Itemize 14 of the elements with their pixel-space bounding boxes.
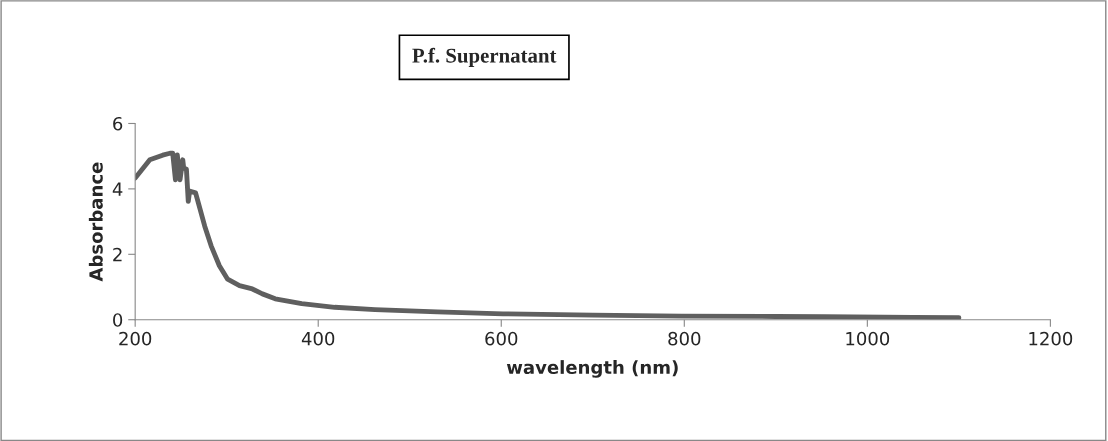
y-tick-label: 6: [113, 116, 123, 131]
y-tick-label: 4: [112, 182, 123, 196]
chart-title: P.f. Supernatant: [412, 47, 557, 67]
x-tick-label: 800: [668, 331, 701, 346]
y-axis-title: Absorbance: [88, 162, 103, 282]
line-series: [135, 150, 962, 320]
y-tick-label: 0: [113, 313, 123, 327]
x-tick-label: 200: [119, 331, 152, 346]
y-tick-label: 2: [113, 247, 122, 262]
x-tick-label: 400: [301, 331, 335, 346]
x-tick-label: 1200: [1029, 331, 1073, 346]
x-tick-label: 600: [485, 331, 518, 346]
x-tick-label: 1000: [846, 331, 890, 346]
x-axis-title: wavelength (nm): [506, 360, 678, 378]
